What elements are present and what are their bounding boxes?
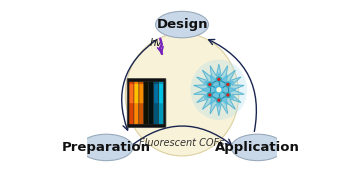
Circle shape xyxy=(218,78,220,80)
Text: Fluorescent COFs: Fluorescent COFs xyxy=(139,138,225,148)
FancyBboxPatch shape xyxy=(159,84,163,103)
FancyBboxPatch shape xyxy=(129,82,134,124)
FancyBboxPatch shape xyxy=(135,84,138,103)
Circle shape xyxy=(215,86,223,94)
Circle shape xyxy=(216,77,221,82)
Circle shape xyxy=(225,93,230,98)
Circle shape xyxy=(217,88,221,92)
Ellipse shape xyxy=(125,33,239,156)
Circle shape xyxy=(227,94,229,96)
FancyBboxPatch shape xyxy=(154,84,158,103)
FancyBboxPatch shape xyxy=(130,84,134,103)
Circle shape xyxy=(209,84,211,85)
FancyBboxPatch shape xyxy=(144,82,149,124)
Circle shape xyxy=(209,94,211,96)
Circle shape xyxy=(218,99,220,101)
Circle shape xyxy=(207,82,212,87)
Circle shape xyxy=(216,98,221,103)
FancyBboxPatch shape xyxy=(139,82,144,124)
Polygon shape xyxy=(194,64,244,115)
Polygon shape xyxy=(202,73,236,107)
FancyBboxPatch shape xyxy=(127,78,166,128)
Ellipse shape xyxy=(231,134,284,161)
Circle shape xyxy=(227,84,229,85)
FancyBboxPatch shape xyxy=(159,82,163,124)
FancyBboxPatch shape xyxy=(134,82,139,124)
Circle shape xyxy=(225,82,230,87)
Text: Application: Application xyxy=(215,141,300,154)
Text: Preparation: Preparation xyxy=(62,141,151,154)
Text: hv: hv xyxy=(150,38,162,47)
FancyBboxPatch shape xyxy=(139,84,143,103)
Circle shape xyxy=(207,93,212,98)
FancyBboxPatch shape xyxy=(154,82,159,124)
Text: Design: Design xyxy=(156,18,208,31)
Ellipse shape xyxy=(155,11,209,38)
FancyBboxPatch shape xyxy=(149,82,154,124)
Ellipse shape xyxy=(190,60,247,120)
Ellipse shape xyxy=(80,134,133,161)
